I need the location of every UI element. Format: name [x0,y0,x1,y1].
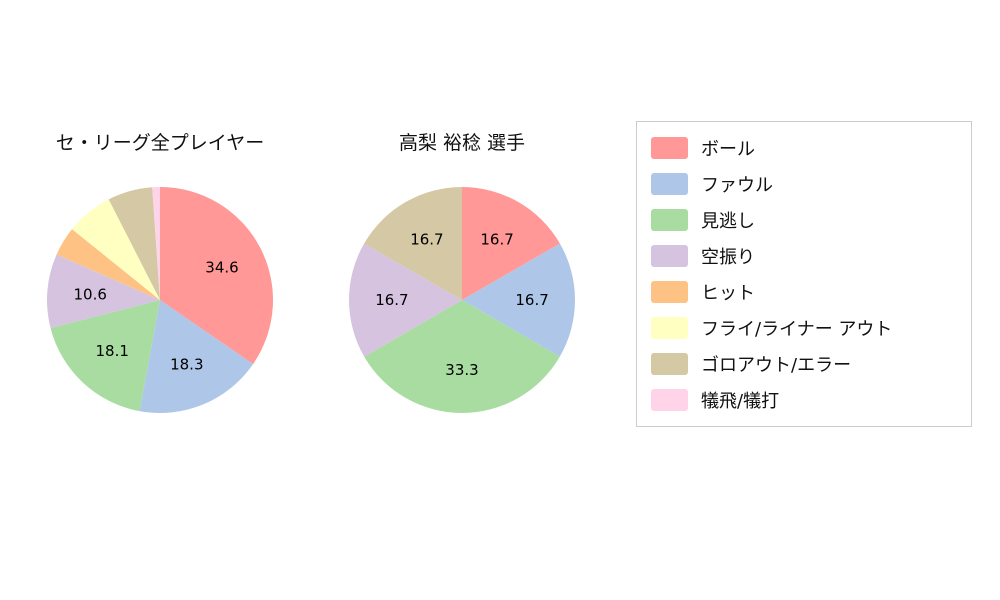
legend-label: ボール [701,139,755,160]
pie-value-label: 34.6 [205,258,238,276]
pie-slice-2 [50,300,160,412]
pie-slice-0 [462,187,560,300]
pie-value-label: 16.7 [515,291,548,309]
pie-chart-league-all-players: 34.6 18.3 18.1 10.6 [47,187,273,414]
legend-item-7: 犠飛/犠打 [637,382,971,418]
pie-value-label: 18.1 [95,342,128,360]
legend-swatch [651,389,688,411]
legend-swatch [651,209,688,231]
pie-value-label: 16.7 [375,291,408,309]
pie-slice-1 [139,300,254,414]
legend-item-6: ゴロアウト/エラー [637,346,971,382]
pie-slice-6 [108,187,160,300]
right-pie-title: 高梨 裕稔 選手 [398,132,526,154]
legend-item-2: 見逃し [637,202,971,238]
pie-slice-0 [160,187,273,365]
pie-slice-6 [364,187,462,300]
pie-slice-5 [72,199,160,300]
legend-label: 犠飛/犠打 [701,391,780,412]
pie-slice-3 [47,254,161,329]
pie-value-label: 10.6 [73,285,106,303]
pie-chart-player-takanashi: 16.7 16.7 33.3 16.7 16.7 [349,187,575,413]
pie-value-label: 16.7 [410,230,443,248]
legend-label: ファウル [701,175,773,196]
pie-slice-4 [56,229,160,300]
legend: ボールファウル見逃し空振りヒットフライ/ライナー アウト ゴロアウト/エラー 犠飛/… [636,121,972,427]
legend-label: ゴロアウト/エラー [701,355,852,376]
legend-swatch [651,245,688,267]
legend-swatch [651,317,688,339]
legend-label: 空振り [701,247,755,268]
pie-slice-3 [349,243,462,357]
pie-value-label: 16.7 [480,230,513,248]
legend-label: フライ/ライナー アウト [701,319,893,340]
pie-value-label: 18.3 [170,356,203,374]
legend-item-1: ファウル [637,166,971,202]
legend-swatch [651,173,688,195]
pie-value-label: 33.3 [445,361,478,379]
legend-label: 見逃し [701,211,755,232]
legend-swatch [651,281,688,303]
legend-item-4: ヒット [637,274,971,310]
left-pie-title: セ・リーグ全プレイヤー [55,132,265,154]
legend-item-5: フライ/ライナー アウト [637,310,971,346]
legend-swatch [651,353,688,375]
legend-swatch [651,137,688,159]
legend-item-3: 空振り [637,238,971,274]
pie-slice-7 [152,187,160,300]
pie-slice-1 [462,243,575,357]
pie-slice-2 [364,300,560,413]
legend-label: ヒット [701,283,755,304]
legend-item-0: ボール [637,130,971,166]
